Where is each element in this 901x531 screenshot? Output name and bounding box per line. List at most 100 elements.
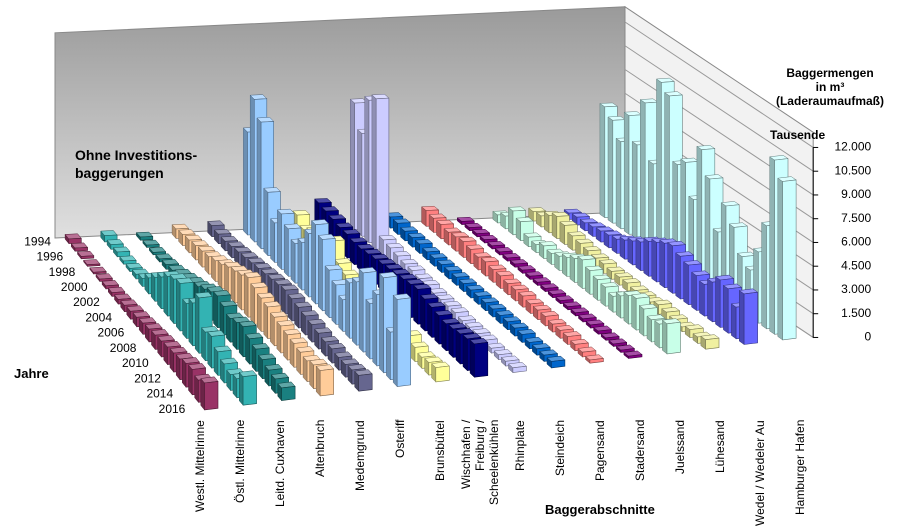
x-tick-label: Östl. Mittelrinne [233, 420, 247, 504]
bar-side [562, 253, 568, 278]
bar-side [263, 187, 269, 257]
bar-side [434, 311, 440, 345]
depth-tick-label: 1994 [24, 234, 51, 248]
depth-tick-label: 2002 [73, 295, 100, 309]
bar [319, 368, 335, 397]
bar-side [654, 320, 660, 349]
bar-side [232, 317, 237, 351]
bar-side [386, 327, 391, 381]
bar-side [656, 78, 662, 257]
bar [375, 97, 390, 250]
bar-side [311, 219, 316, 305]
depth-tick-label: 1996 [36, 250, 63, 264]
bar [140, 236, 154, 241]
bar-side [365, 298, 371, 360]
bar-side [324, 265, 330, 319]
bar-side [585, 266, 591, 295]
y-tick-label: 6.000 [841, 235, 871, 249]
bar-side [150, 272, 156, 302]
bar-side [276, 321, 282, 354]
y-tick-label: 3.000 [841, 282, 871, 296]
x-tick-label: Leitd. Cuxhaven [273, 420, 287, 507]
bar-side [699, 280, 705, 317]
bar-side [250, 282, 255, 325]
bar-side [639, 304, 645, 337]
bar [68, 237, 82, 244]
bar-side [270, 312, 275, 347]
bar [743, 291, 758, 345]
bar-side [615, 137, 622, 230]
bar-side [304, 228, 309, 298]
bar-side [769, 156, 775, 335]
bar-side [237, 270, 242, 311]
bar-side [201, 327, 206, 362]
bar [612, 342, 628, 347]
bar-side [287, 293, 293, 322]
bar-side [441, 319, 447, 352]
bar-side [239, 371, 244, 406]
bar-side [345, 278, 350, 339]
bar-side [600, 283, 606, 307]
bar [146, 244, 160, 248]
bar-side [245, 333, 250, 365]
bar-side [200, 377, 205, 411]
bar-side [238, 321, 244, 358]
y-tick-label: 4.500 [841, 258, 871, 272]
bar-side [257, 293, 262, 333]
bar-side [249, 94, 255, 243]
bar-side [508, 206, 514, 236]
bar-side [592, 275, 598, 301]
bar-side [350, 98, 355, 231]
bar [435, 365, 450, 383]
bar-side [280, 285, 286, 315]
bar [628, 354, 643, 359]
bar-side [379, 272, 384, 374]
bar-side [270, 218, 275, 264]
y-axis-unit: Tausende [770, 128, 826, 142]
bar-side [469, 339, 475, 378]
x-tick-label: Osteriff [393, 420, 407, 459]
bar-side [283, 224, 289, 277]
depth-tick-label: 2008 [110, 341, 137, 355]
bar-side [646, 315, 652, 343]
bar [87, 263, 101, 267]
bar-side [551, 212, 558, 240]
bar-side [213, 290, 218, 329]
bar [597, 329, 612, 335]
bar-side [213, 346, 219, 377]
x-tick-label: Wischhafen / Freiburg / Scheelenkühlen [459, 420, 501, 506]
bar [512, 365, 527, 373]
bar [551, 359, 566, 369]
bar-side [777, 177, 783, 341]
x-tick-label: Juelssand [673, 420, 687, 475]
annotation: Ohne Investitions- baggerungen [75, 147, 198, 181]
bar [74, 247, 88, 252]
bar-side [715, 276, 721, 328]
bar [605, 336, 620, 341]
bar [358, 373, 373, 392]
bar-side [188, 364, 193, 396]
bar-side [615, 291, 622, 319]
bar-side [667, 241, 673, 294]
bar-side [683, 261, 689, 306]
bar-side [569, 254, 575, 283]
bar-side [349, 237, 355, 266]
bar-side [739, 290, 745, 345]
bar-side [356, 244, 362, 272]
bar-side [371, 94, 377, 250]
bar [620, 348, 635, 353]
bar [396, 297, 412, 387]
bar-side [357, 128, 363, 237]
bar-side [331, 280, 337, 326]
x-tick-label: Steindeich [553, 420, 567, 477]
bar-side [427, 302, 433, 339]
bar-side [358, 268, 364, 353]
bar-side [599, 103, 606, 219]
bar-side [623, 111, 630, 235]
grid-line [624, 21, 814, 148]
bar-side [194, 292, 200, 354]
y-tick-label: 10.500 [834, 163, 871, 177]
bar-side [413, 284, 419, 325]
